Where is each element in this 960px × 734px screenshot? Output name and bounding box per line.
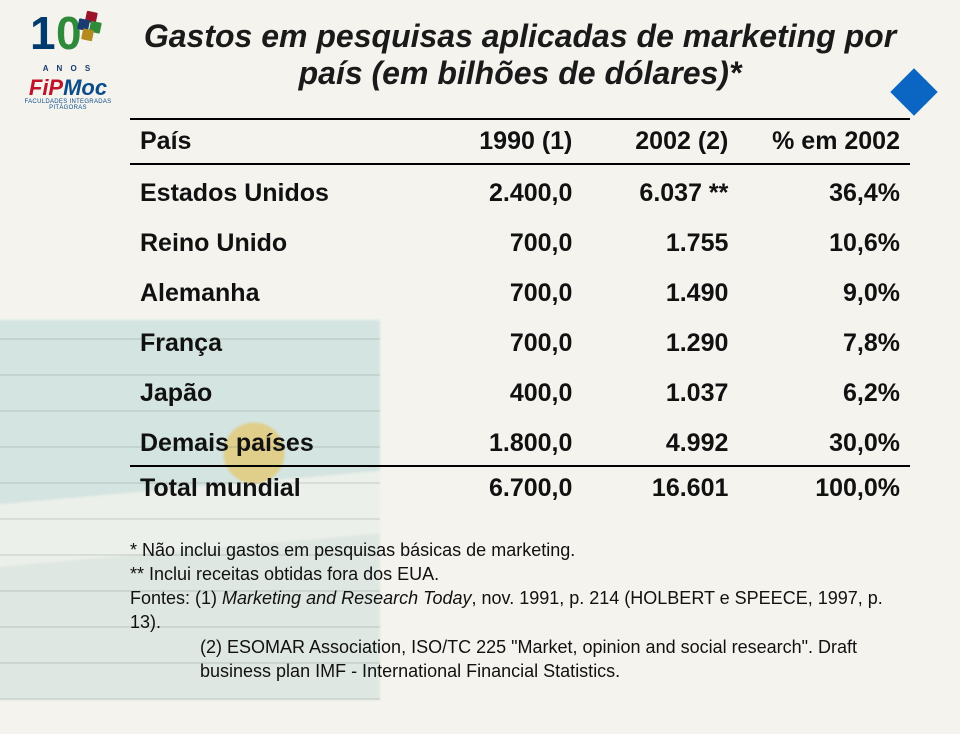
table-row: Japão400,01.0376,2% [130,365,910,415]
cell-2002: 1.755 [582,215,738,265]
cell-pct: 6,2% [738,365,910,415]
fipmoc-wordmark: FiPMoc [18,75,118,101]
cell-pct: 7,8% [738,315,910,365]
cell-country: Alemanha [130,265,426,315]
table-row: Reino Unido700,01.75510,6% [130,215,910,265]
anos-label: A N O S [18,64,118,73]
cell-pct: 9,0% [738,265,910,315]
cell-2002: 1.490 [582,265,738,315]
table-row: França700,01.2907,8% [130,315,910,365]
slide-content: 1 0 A N O S FiPMoc FACULDADES INTEGRADAS… [0,0,960,734]
rubik-icon [75,9,108,42]
slide-title: Gastos em pesquisas aplicadas de marketi… [130,18,910,92]
th-2002: 2002 (2) [582,119,738,164]
cell-1990: 700,0 [426,215,582,265]
cell-2002: 16.601 [582,466,738,510]
table-total-row: Total mundial6.700,016.601100,0% [130,466,910,510]
th-1990: 1990 (1) [426,119,582,164]
cell-2002: 1.037 [582,365,738,415]
cell-pct: 100,0% [738,466,910,510]
cell-2002: 1.290 [582,315,738,365]
data-table: País 1990 (1) 2002 (2) % em 2002 Estados… [130,118,910,510]
cell-2002: 6.037 ** [582,164,738,215]
cell-pct: 30,0% [738,415,910,466]
diamond-logo-icon [894,72,934,112]
cell-1990: 700,0 [426,265,582,315]
table-row: Demais países1.800,04.99230,0% [130,415,910,466]
cell-1990: 700,0 [426,315,582,365]
footnote-2: ** Inclui receitas obtidas fora dos EUA. [130,562,910,586]
cell-country: França [130,315,426,365]
footnotes: * Não inclui gastos em pesquisas básicas… [130,538,910,684]
cell-1990: 400,0 [426,365,582,415]
cell-country: Reino Unido [130,215,426,265]
table-row: Estados Unidos2.400,06.037 **36,4% [130,164,910,215]
cell-1990: 2.400,0 [426,164,582,215]
fipmoc-subtitle: FACULDADES INTEGRADAS PITÁGORAS [18,99,118,111]
cell-pct: 10,6% [738,215,910,265]
cell-2002: 4.992 [582,415,738,466]
footnote-src2b: business plan IMF - International Financ… [130,659,910,683]
cell-1990: 1.800,0 [426,415,582,466]
cell-country: Demais países [130,415,426,466]
footnote-src2a: (2) ESOMAR Association, ISO/TC 225 "Mark… [130,635,910,659]
table-header-row: País 1990 (1) 2002 (2) % em 2002 [130,119,910,164]
cell-1990: 6.700,0 [426,466,582,510]
cell-country: Estados Unidos [130,164,426,215]
ten-years-icon: 1 0 [28,10,108,60]
cell-country: Japão [130,365,426,415]
footnote-sources: Fontes: (1) Marketing and Research Today… [130,586,910,635]
th-pct: % em 2002 [738,119,910,164]
cell-country: Total mundial [130,466,426,510]
footnote-1: * Não inclui gastos em pesquisas básicas… [130,538,910,562]
cell-pct: 36,4% [738,164,910,215]
th-country: País [130,119,426,164]
fipmoc-logo: 1 0 A N O S FiPMoc FACULDADES INTEGRADAS… [18,10,118,111]
table-row: Alemanha700,01.4909,0% [130,265,910,315]
